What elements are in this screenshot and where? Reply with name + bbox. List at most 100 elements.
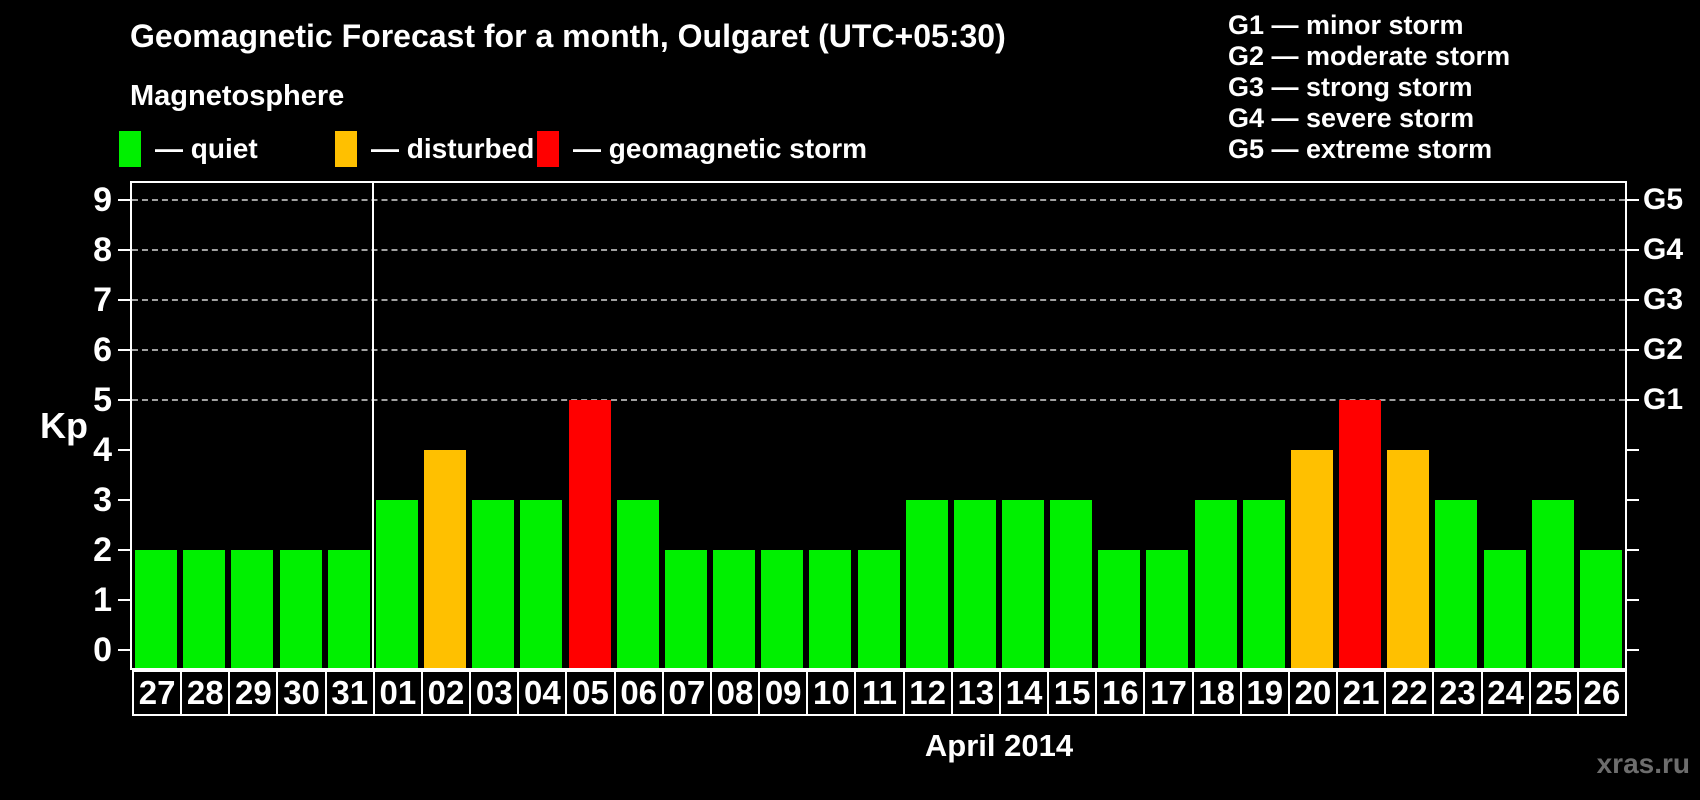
bar-day-31 — [327, 550, 370, 668]
x-label-31: 31 — [324, 670, 375, 716]
x-label-02: 02 — [420, 670, 472, 716]
g4-legend-line: G4 — severe storm — [1228, 103, 1475, 133]
x-label-10: 10 — [806, 670, 857, 716]
x-label-29: 29 — [228, 670, 279, 716]
x-label-14: 14 — [998, 670, 1050, 716]
x-label-18: 18 — [1191, 670, 1242, 716]
y-tick-label-1: 1 — [93, 581, 112, 619]
right-axis-label-g2: G2 — [1643, 333, 1684, 366]
x-label-11: 11 — [854, 670, 905, 716]
disturbed-color-swatch — [335, 131, 357, 167]
x-label-01: 01 — [372, 670, 423, 716]
storm-color-swatch — [537, 131, 559, 167]
bar-day-27 — [135, 550, 178, 668]
right-tick-kp-7 — [1627, 299, 1639, 301]
x-label-16: 16 — [1095, 670, 1146, 716]
bar-day-01 — [375, 500, 418, 668]
x-label-17: 17 — [1143, 670, 1194, 716]
right-tick-kp-5 — [1627, 399, 1639, 401]
x-label-04: 04 — [517, 670, 568, 716]
bar-day-16 — [1098, 550, 1141, 668]
bar-day-28 — [183, 550, 226, 668]
x-axis-day-labels: 27 28 29 30 31 01 02 03 04 05 06 07 08 09 10 11 12 13 14 15… — [132, 670, 1632, 716]
gridline-kp-7 — [132, 299, 1625, 301]
plot-area: 0 1 2 3 4 5 6 7 8 9 G1 G2 G3 G4 G5 — [93, 181, 1683, 670]
bar-day-10 — [809, 550, 852, 668]
bar-day-12 — [905, 500, 948, 668]
right-axis-label-g3: G3 — [1643, 283, 1684, 316]
bar-day-30 — [279, 550, 322, 668]
x-label-06: 06 — [613, 670, 664, 716]
y-tick-label-0: 0 — [93, 631, 112, 669]
y-tick-label-4: 4 — [93, 431, 112, 469]
x-label-09: 09 — [758, 670, 809, 716]
legend-item-quiet: — quiet — [119, 128, 258, 170]
x-axis-title: April 2014 — [924, 728, 1074, 763]
x-label-20: 20 — [1287, 670, 1339, 716]
right-tick-kp-1 — [1627, 599, 1639, 601]
bar-day-09 — [761, 550, 804, 668]
left-tick-kp-2 — [118, 549, 130, 551]
left-tick-kp-9 — [118, 199, 130, 201]
left-tick-kp-0 — [118, 649, 130, 651]
watermark: xras.ru — [1596, 748, 1690, 779]
gridline-kp-5 — [132, 399, 1625, 401]
right-tick-kp-4 — [1627, 449, 1639, 451]
x-label-23: 23 — [1432, 670, 1483, 716]
bar-day-05 — [568, 400, 611, 668]
month-divider-line — [371, 183, 374, 668]
bar-day-07 — [664, 550, 707, 668]
g3-legend-line: G3 — strong storm — [1228, 72, 1473, 102]
x-label-28: 28 — [180, 670, 231, 716]
x-label-12: 12 — [902, 670, 953, 716]
x-label-08: 08 — [709, 670, 761, 716]
bar-day-25 — [1531, 500, 1574, 668]
legend-label-quiet: — quiet — [155, 133, 258, 164]
y-axis-title: Kp — [40, 405, 88, 446]
y-tick-label-8: 8 — [93, 231, 112, 269]
bar-day-23 — [1435, 500, 1478, 668]
y-tick-label-2: 2 — [93, 531, 112, 569]
bar-day-14 — [1001, 500, 1044, 668]
page-title: Geomagnetic Forecast for a month, Oulgar… — [130, 18, 1006, 54]
bar-day-20 — [1290, 450, 1333, 668]
left-tick-kp-4 — [118, 449, 130, 451]
x-label-25: 25 — [1528, 670, 1579, 716]
gridline-kp-9 — [132, 199, 1625, 201]
g5-legend-line: G5 — extreme storm — [1228, 134, 1493, 164]
x-label-21: 21 — [1336, 670, 1387, 716]
x-label-26: 26 — [1576, 670, 1627, 716]
gridline-kp-6 — [132, 349, 1625, 351]
legend-label-storm: — geomagnetic storm — [573, 133, 868, 164]
gridline-kp-8 — [132, 249, 1625, 251]
legend-item-disturbed: — disturbed — [335, 128, 534, 170]
left-tick-kp-8 — [118, 249, 130, 251]
right-tick-kp-6 — [1627, 349, 1639, 351]
y-tick-label-9: 9 — [93, 181, 112, 219]
bar-day-19 — [1242, 500, 1285, 668]
left-tick-kp-1 — [118, 599, 130, 601]
left-tick-kp-3 — [118, 499, 130, 501]
left-tick-kp-5 — [118, 399, 130, 401]
x-label-30: 30 — [276, 670, 327, 716]
bar-day-18 — [1194, 500, 1237, 668]
y-tick-label-6: 6 — [93, 331, 112, 369]
x-label-15: 15 — [1047, 670, 1098, 716]
right-tick-kp-3 — [1627, 499, 1639, 501]
quiet-color-swatch — [119, 131, 141, 167]
bar-day-11 — [857, 550, 900, 668]
bar-day-26 — [1579, 550, 1622, 668]
g1-legend-line: G1 — minor storm — [1228, 10, 1464, 40]
bar-day-02 — [424, 450, 467, 668]
right-tick-kp-0 — [1627, 649, 1639, 651]
y-tick-label-5: 5 — [93, 381, 112, 419]
x-label-27: 27 — [132, 670, 183, 716]
x-label-03: 03 — [469, 670, 520, 716]
bar-day-21 — [1339, 400, 1382, 668]
y-tick-label-7: 7 — [93, 281, 112, 319]
left-tick-kp-7 — [118, 299, 130, 301]
right-tick-kp-2 — [1627, 549, 1639, 551]
bar-day-04 — [520, 500, 563, 668]
g-scale-legend: G1 — minor storm G2 — moderate storm G3 … — [1228, 10, 1510, 165]
